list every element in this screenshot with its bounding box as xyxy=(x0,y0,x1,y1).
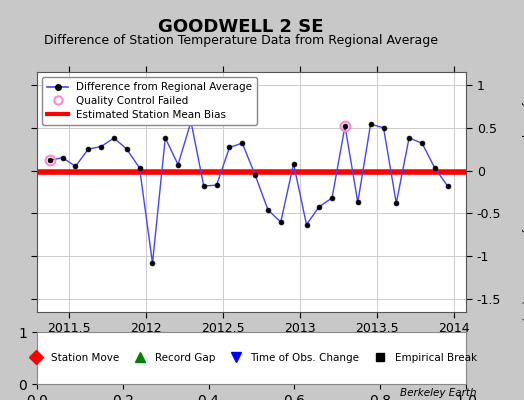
Text: Berkeley Earth: Berkeley Earth xyxy=(400,388,477,398)
Legend: Difference from Regional Average, Quality Control Failed, Estimated Station Mean: Difference from Regional Average, Qualit… xyxy=(42,77,257,125)
Legend: Station Move, Record Gap, Time of Obs. Change, Empirical Break: Station Move, Record Gap, Time of Obs. C… xyxy=(22,349,481,367)
Text: GOODWELL 2 SE: GOODWELL 2 SE xyxy=(158,18,324,36)
Y-axis label: Monthly Temperature Anomaly Difference (°C): Monthly Temperature Anomaly Difference (… xyxy=(521,63,524,321)
Text: Difference of Station Temperature Data from Regional Average: Difference of Station Temperature Data f… xyxy=(44,34,438,47)
